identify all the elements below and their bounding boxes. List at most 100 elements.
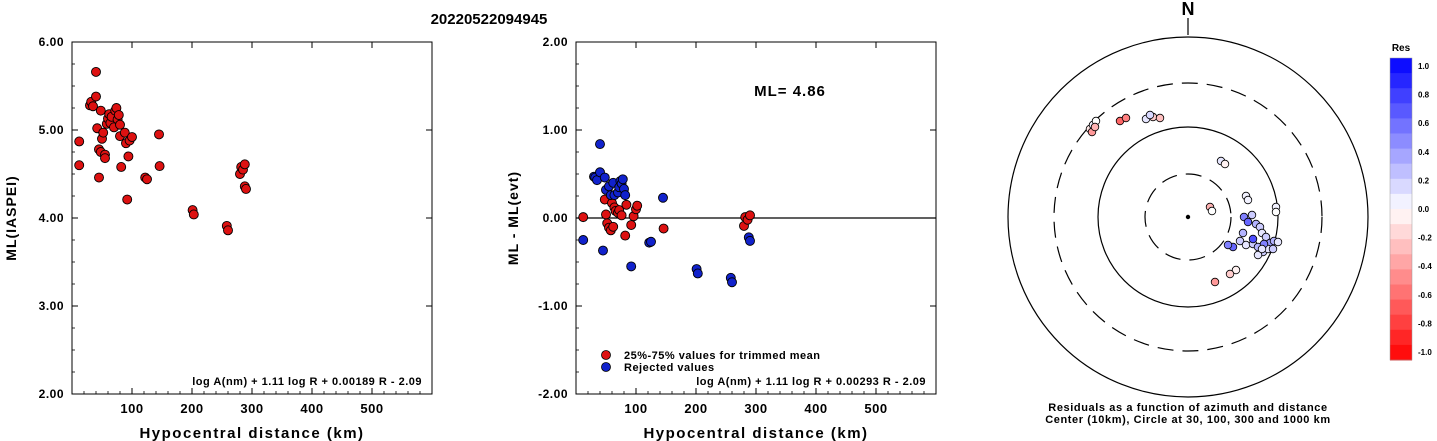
panel1-xtick-label: 100 (120, 401, 143, 416)
ml-point (223, 225, 233, 236)
station-residual-point (1248, 234, 1258, 244)
trimmed-point (578, 212, 589, 223)
ml-point (100, 153, 110, 164)
ml-point (122, 194, 133, 205)
ml-point (113, 110, 124, 120)
station-residual-point (1207, 206, 1217, 216)
circle-100km (1097, 126, 1279, 308)
circle-30km (1144, 173, 1232, 261)
station-residual-point (1090, 122, 1100, 132)
residual-colorbar: Res 1.0 0.8 0.6 0.4 0.2 0.0 -0.2 -0.4 -0.6 -0.8 -1… (1389, 43, 1432, 361)
ml-point (115, 119, 125, 130)
colorbar-cell (1390, 58, 1412, 74)
ml-point (142, 174, 152, 185)
colorbar-cell (1390, 329, 1412, 346)
station-residual-point (1210, 277, 1220, 287)
colorbar-cell (1390, 254, 1412, 270)
station-residual-point (1155, 113, 1165, 123)
colorbar-cell (1390, 193, 1412, 210)
ml-point (94, 172, 104, 183)
colorbar-tick-label: -0.8 (1418, 319, 1432, 328)
trimmed-point (620, 230, 631, 241)
polar-caption-line1: Residuals as a function of azimuth and d… (1048, 402, 1327, 414)
panel1-formula: log A(nm) + 1.11 log R + 0.00189 R - 2.0… (192, 376, 422, 388)
panel2-formula: log A(nm) + 1.11 log R + 0.00293 R - 2.0… (696, 376, 926, 388)
colorbar-tick-label: -0.2 (1418, 234, 1432, 243)
colorbar-cell (1390, 314, 1412, 331)
rejected-point (626, 261, 637, 272)
panel2-y-ticks: -2.00 -1.00 0.00 1.00 2.00 (538, 35, 936, 401)
station-residual-point (1241, 240, 1251, 250)
colorbar-cell (1390, 224, 1412, 240)
ml-point (88, 101, 98, 112)
trimmed-point (632, 200, 643, 211)
colorbar-cell (1390, 269, 1412, 285)
panel2-xtick-label: 200 (684, 401, 707, 416)
ml-iaspei-panel: 2.00 3.00 4.00 5.00 6.00 100 200 300 400 500 ML(… (3, 35, 433, 441)
ml-point (116, 162, 127, 172)
north-label: N (1182, 0, 1195, 19)
panel1-y-label: ML(IASPEI) (3, 175, 19, 260)
station-residual-point (1223, 240, 1233, 250)
polar-points (1085, 110, 1283, 287)
panel2-ytick-label: 1.00 (543, 123, 568, 137)
colorbar-frame (1389, 57, 1413, 361)
station-residual-point (1225, 269, 1235, 279)
panel1-ytick-label: 4.00 (39, 211, 64, 225)
colorbar-cell (1390, 103, 1412, 119)
panel2-ytick-label: 2.00 (543, 35, 568, 49)
rejected-point (578, 235, 589, 245)
rejected-point (658, 192, 668, 203)
ml-point (154, 161, 165, 172)
panel1-x-ticks: 100 200 300 400 500 (83, 42, 421, 416)
ml-point (154, 129, 164, 140)
colorbar-cell (1390, 163, 1412, 180)
figure-title: 20220522094945 (431, 11, 548, 28)
colorbar-tick-label: 0.2 (1418, 176, 1430, 185)
panel1-ytick-label: 5.00 (39, 123, 64, 137)
panel2-xtick-label: 100 (624, 401, 647, 416)
station-residual-point (1268, 244, 1278, 254)
panel1-xtick-label: 500 (360, 401, 383, 416)
legend-marker-trimmed (601, 350, 611, 360)
station-residual-point (1243, 217, 1253, 227)
trimmed-point (745, 210, 755, 221)
station-residual-point (1247, 210, 1257, 220)
panel1-xtick-label: 400 (300, 401, 323, 416)
colorbar-cell (1390, 284, 1412, 301)
panel2-xtick-label: 300 (744, 401, 767, 416)
rejected-point (599, 172, 610, 183)
colorbar-tick-label: 0.0 (1418, 205, 1430, 214)
colorbar-cell (1390, 239, 1412, 255)
trimmed-point (658, 223, 669, 234)
panel1-points (74, 66, 251, 236)
colorbar-cell (1390, 178, 1412, 195)
panel2-ytick-label: 0.00 (543, 211, 568, 225)
colorbar-tick-label: 0.4 (1418, 148, 1430, 157)
ml-point (241, 184, 251, 194)
polar-caption-line2: Center (10km), Circle at 30, 100, 300 an… (1045, 414, 1331, 426)
colorbar-cell (1390, 344, 1412, 361)
ml-point (123, 151, 134, 162)
trimmed-point (608, 221, 619, 232)
ml-point (127, 132, 137, 142)
ml-point (74, 160, 85, 171)
trimmed-point (616, 210, 627, 221)
circle-1000km (1007, 36, 1369, 398)
ml-point (91, 91, 101, 102)
panel1-x-label: Hypocentral distance (km) (139, 425, 364, 441)
epicenter-dot (1185, 214, 1191, 220)
ml-point (95, 105, 106, 116)
panel1-ytick-label: 6.00 (39, 35, 64, 49)
trimmed-point (601, 209, 611, 220)
colorbar-tick-label: 0.8 (1418, 91, 1430, 100)
station-residual-point (1243, 195, 1253, 205)
panel2-ytick-label: -2.00 (538, 387, 568, 401)
ml-point (91, 66, 101, 77)
rejected-point (620, 190, 631, 201)
station-residual-point (1257, 244, 1267, 254)
trimmed-point (626, 220, 637, 230)
colorbar-tick-label: -0.4 (1418, 262, 1432, 271)
